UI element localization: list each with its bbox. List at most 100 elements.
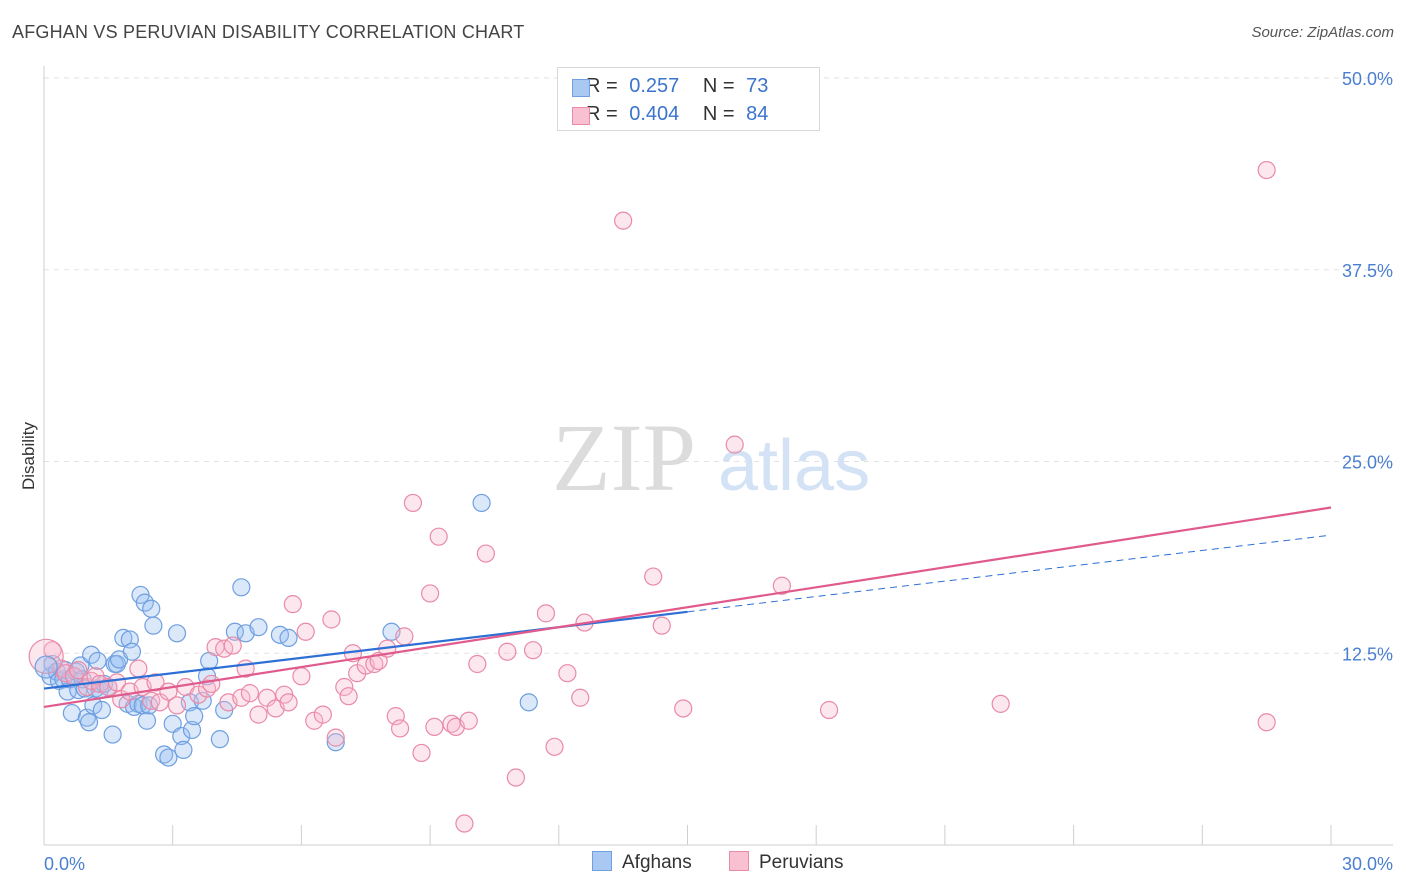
afghan-point xyxy=(88,651,107,671)
y-tick-label: 12.5% xyxy=(1342,644,1393,664)
peruvian-point xyxy=(129,659,148,678)
afghan-trend-extension xyxy=(687,534,1332,613)
y-tick-label: 25.0% xyxy=(1342,453,1393,473)
stats-legend: R = 0.257 N = 73 R = 0.404 N = 84 xyxy=(557,67,820,131)
legend-swatch-peruvians xyxy=(729,851,749,871)
y-tick-label: 37.5% xyxy=(1342,261,1393,281)
afghan-point xyxy=(144,616,163,635)
peruvian-point xyxy=(772,576,791,595)
afghan-point xyxy=(174,740,193,759)
peruvian-point xyxy=(223,636,242,655)
afghan-point xyxy=(172,726,191,746)
afghan-point xyxy=(34,655,58,679)
afghan-point xyxy=(79,713,99,732)
points-layer xyxy=(28,160,1276,833)
peruvian-point xyxy=(421,584,440,603)
afghan-point xyxy=(249,618,268,637)
peruvian-point xyxy=(313,705,332,724)
r-label: R = xyxy=(586,75,618,97)
peruvian-point xyxy=(476,544,495,563)
peruvian-point xyxy=(232,688,251,707)
legend-row-afghans: R = 0.257 N = 73 xyxy=(572,75,769,98)
legend-label-afghans: Afghans xyxy=(622,852,692,873)
peruvian-point xyxy=(429,527,448,546)
x-tick-label: 30.0% xyxy=(1342,854,1393,874)
peruvian-point xyxy=(292,667,311,686)
peruvian-point xyxy=(536,604,556,623)
peruvian-point xyxy=(412,743,431,763)
legend-swatch-peruvians xyxy=(572,107,590,125)
legend-swatch-afghans xyxy=(572,79,590,97)
afghan-point xyxy=(142,599,161,618)
peruvian-point xyxy=(545,737,564,756)
peruvian-point xyxy=(202,674,221,694)
chart-title: AFGHAN VS PERUVIAN DISABILITY CORRELATIO… xyxy=(12,22,525,42)
watermark-atlas: atlas xyxy=(718,426,870,506)
r-label: R = xyxy=(586,103,618,125)
peruvian-point xyxy=(459,711,478,730)
afghan-point xyxy=(326,733,345,752)
afghan-point xyxy=(137,711,157,730)
peruvian-point xyxy=(339,687,358,706)
peruvian-point xyxy=(69,661,88,680)
n-label: N = xyxy=(702,103,735,125)
peruvian-point xyxy=(644,567,663,586)
peruvian-trend-line xyxy=(43,506,1332,709)
peruvian-point xyxy=(523,641,543,660)
n-value: 73 xyxy=(746,75,769,97)
r-value: 0.257 xyxy=(629,75,680,97)
peruvian-point xyxy=(674,699,693,718)
peruvian-point xyxy=(1257,713,1276,732)
peruvian-point xyxy=(498,642,517,661)
source-label: Source: ZipAtlas.com xyxy=(1251,24,1394,41)
peruvian-point xyxy=(991,694,1010,713)
peruvian-point xyxy=(455,814,474,833)
peruvian-point xyxy=(322,610,341,629)
n-value: 84 xyxy=(746,103,769,125)
peruvian-point xyxy=(326,728,345,747)
afghan-point xyxy=(472,493,491,513)
peruvian-point xyxy=(335,677,354,697)
trend-lines xyxy=(43,506,1332,709)
legend-item-peruvians[interactable]: Peruvians xyxy=(729,851,844,874)
peruvian-point xyxy=(425,717,444,736)
legend-row-peruvians: R = 0.404 N = 84 xyxy=(572,103,769,126)
peruvian-point xyxy=(819,700,839,720)
peruvian-point xyxy=(249,705,268,724)
afghan-point xyxy=(182,720,202,740)
peruvian-point xyxy=(571,688,590,707)
peruvian-point xyxy=(99,677,118,697)
peruvian-point xyxy=(652,616,671,635)
afghan-point xyxy=(232,578,251,597)
legend-item-afghans[interactable]: Afghans xyxy=(592,851,692,874)
axes xyxy=(43,66,1393,846)
afghan-point xyxy=(519,693,538,712)
r-value: 0.404 xyxy=(629,103,680,125)
peruvian-point xyxy=(614,211,633,230)
afghan-point xyxy=(279,628,298,648)
peruvian-point xyxy=(296,622,315,641)
peruvian-point xyxy=(1257,160,1276,180)
afghan-point xyxy=(163,714,182,733)
peruvian-point xyxy=(558,664,577,683)
legend-label-peruvians: Peruvians xyxy=(759,852,844,873)
peruvian-point xyxy=(240,684,260,703)
watermark-zip: ZIP xyxy=(552,404,696,511)
afghan-point xyxy=(159,748,178,767)
afghan-point xyxy=(185,707,204,726)
y-axis-label: Disability xyxy=(19,421,38,490)
peruvian-point xyxy=(390,719,410,738)
afghan-point xyxy=(62,703,81,723)
peruvian-point xyxy=(107,673,127,692)
y-tick-label: 50.0% xyxy=(1342,69,1393,89)
x-tick-label: 0.0% xyxy=(44,854,85,874)
peruvian-point xyxy=(279,693,298,712)
peruvian-point xyxy=(506,768,526,787)
afghan-point xyxy=(114,628,133,648)
afghan-point xyxy=(167,624,187,643)
peruvian-point xyxy=(403,493,423,513)
afghan-point xyxy=(103,725,122,744)
afghan-point xyxy=(92,700,112,720)
peruvian-point xyxy=(146,673,165,692)
peruvian-point xyxy=(468,654,487,674)
